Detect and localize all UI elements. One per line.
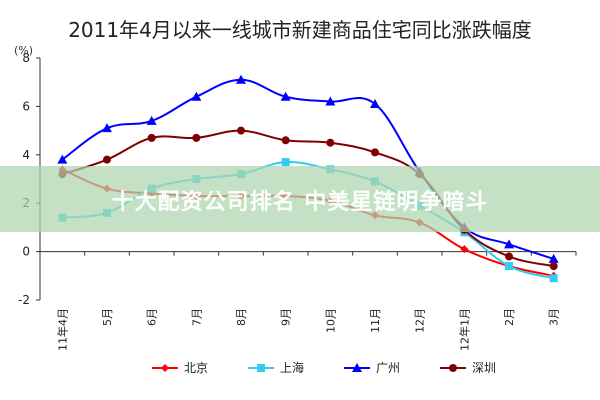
data-point-3 [326, 138, 335, 147]
x-tick-label: 12月 [414, 308, 427, 333]
x-tick-label: 12年1月 [457, 308, 471, 351]
data-point-3 [237, 126, 245, 135]
legend-label: 上海 [280, 360, 304, 375]
data-point-2 [102, 123, 112, 133]
data-point-2 [236, 74, 246, 84]
data-point-2 [146, 115, 157, 125]
data-point-1 [505, 262, 513, 271]
data-point-2 [504, 239, 514, 249]
x-tick-label: 3月 [548, 308, 561, 326]
data-point-0 [460, 245, 469, 254]
data-point-2 [280, 91, 291, 101]
y-tick-label: 8 [22, 51, 30, 65]
x-tick-label: 11月 [369, 308, 382, 333]
legend-swatch-marker [257, 364, 265, 372]
data-point-2 [57, 154, 68, 164]
chart-title: 2011年4月以来一线城市新建商品住宅同比涨跌幅度 [68, 18, 532, 42]
data-point-2 [325, 96, 336, 106]
y-tick-label: 0 [22, 245, 30, 259]
watermark-text: 十大配资公司排名 中美星链明争暗斗 [111, 190, 489, 215]
data-point-3 [371, 148, 379, 157]
data-point-3 [281, 136, 290, 145]
y-tick-label: 6 [22, 99, 30, 113]
data-point-2 [370, 98, 380, 108]
x-tick-label: 6月 [146, 308, 159, 326]
y-tick-label: -2 [18, 293, 30, 307]
x-tick-label: 5月 [101, 308, 114, 326]
legend: 北京 上海 广州 深圳 [152, 360, 496, 375]
x-tick-label: 8月 [235, 308, 248, 326]
data-point-3 [103, 155, 111, 164]
data-point-1 [549, 274, 558, 283]
data-point-1 [281, 158, 290, 167]
data-point-2 [191, 91, 202, 101]
x-tick-label: 10月 [324, 308, 337, 333]
data-point-3 [192, 133, 201, 142]
legend-label: 深圳 [472, 361, 496, 375]
x-tick-label: 11年4月 [55, 308, 69, 351]
x-tick-label: 2月 [503, 308, 516, 326]
data-point-3 [505, 252, 513, 261]
legend-swatch-marker [449, 364, 457, 372]
data-point-2 [548, 253, 559, 263]
legend-swatch-marker [352, 363, 362, 372]
x-tick-label: 7月 [190, 308, 203, 326]
watermark-band [0, 166, 600, 232]
legend-label: 北京 [184, 361, 208, 375]
legend-swatch-marker [161, 364, 169, 372]
y-axis-unit-label: (%) [14, 44, 34, 57]
x-tick-label: 9月 [280, 308, 293, 326]
data-point-3 [549, 262, 558, 271]
y-tick-label: 4 [22, 148, 30, 162]
legend-label: 广州 [376, 361, 400, 375]
data-point-3 [147, 133, 156, 142]
